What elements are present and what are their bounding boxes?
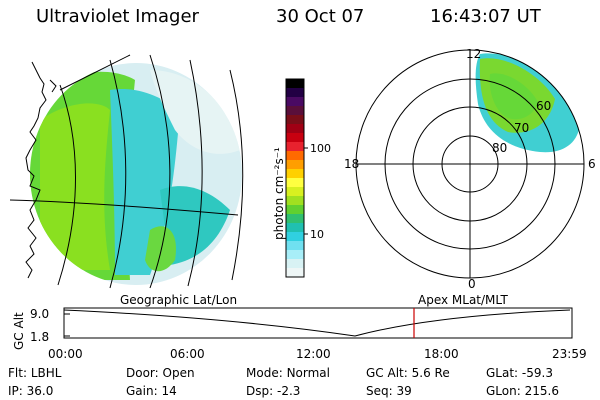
meta-glon: GLon: 215.6 [486, 384, 559, 398]
polar-lat-60: 60 [536, 99, 551, 113]
xtick-0600: 06:00 [170, 347, 205, 361]
altitude-frame [63, 307, 573, 339]
colorbar-cell [286, 115, 304, 125]
colorbar-cell [286, 187, 304, 197]
colorbar-tick-10: 10 [310, 228, 324, 241]
meta-door: Door: Open [126, 366, 195, 380]
meta-gc-alt: GC Alt: 5.6 Re [366, 366, 450, 380]
time-label: 16:43:07 UT [430, 6, 541, 27]
polar-plot: 12 18 6 0 80 70 60 [344, 47, 596, 291]
colorbar-cell [286, 241, 304, 251]
xtick-1200: 12:00 [296, 347, 331, 361]
colorbar-cell [286, 223, 304, 233]
altitude-plot [63, 307, 573, 339]
polar-label-top: 12 [466, 47, 481, 61]
colorbar-cell [286, 142, 304, 152]
colorbar-cell [286, 133, 304, 143]
polar-label-left: 18 [344, 157, 359, 171]
colorbar-cell [286, 205, 304, 215]
colorbar-cell [286, 196, 304, 206]
meta-glat: GLat: -59.3 [486, 366, 553, 380]
polar-label-right: 6 [588, 157, 596, 171]
polar-label-bottom: 0 [468, 277, 476, 291]
colorbar: 100 10 [285, 78, 331, 278]
colorbar-cell [286, 268, 304, 278]
colorbar-cell [286, 151, 304, 161]
date-label: 30 Oct 07 [276, 6, 365, 27]
colorbar-cell [286, 79, 304, 89]
colorbar-cell [286, 259, 304, 269]
colorbar-cell [286, 214, 304, 224]
map-caption: Geographic Lat/Lon [120, 293, 238, 307]
colorbar-cell [286, 106, 304, 116]
altitude-ytick-high: 9.0 [30, 307, 50, 321]
xtick-1800: 18:00 [424, 347, 459, 361]
colorbar-cells [286, 79, 304, 278]
colorbar-cell [286, 232, 304, 242]
altitude-ytick-low: 1.8 [30, 330, 50, 344]
polar-lat-70: 70 [514, 121, 529, 135]
colorbar-cell [286, 178, 304, 188]
colorbar-cell [286, 169, 304, 179]
apex-caption: Apex MLat/MLT [418, 293, 508, 307]
app-title: Ultraviolet Imager [36, 6, 199, 27]
meta-gain: Gain: 14 [126, 384, 177, 398]
colorbar-cell [286, 124, 304, 134]
meta-ip: IP: 36.0 [8, 384, 54, 398]
xtick-0000: 00:00 [48, 347, 83, 361]
xtick-2359: 23:59 [552, 347, 587, 361]
meta-mode: Mode: Normal [246, 366, 330, 380]
meta-flt: Flt: LBHL [8, 366, 62, 380]
colorbar-tick-100: 100 [310, 142, 331, 155]
colorbar-cell [286, 160, 304, 170]
colorbar-frame [285, 78, 305, 278]
polar-lat-80: 80 [492, 141, 507, 155]
colorbar-cell [286, 97, 304, 107]
meta-dsp: Dsp: -2.3 [246, 384, 301, 398]
colorbar-cell [286, 250, 304, 260]
geographic-image [9, 54, 244, 289]
altitude-curve [63, 309, 571, 337]
colorbar-label: photon cm⁻²s⁻¹ [272, 147, 286, 240]
colorbar-cell [286, 88, 304, 98]
meta-seq: Seq: 39 [366, 384, 412, 398]
